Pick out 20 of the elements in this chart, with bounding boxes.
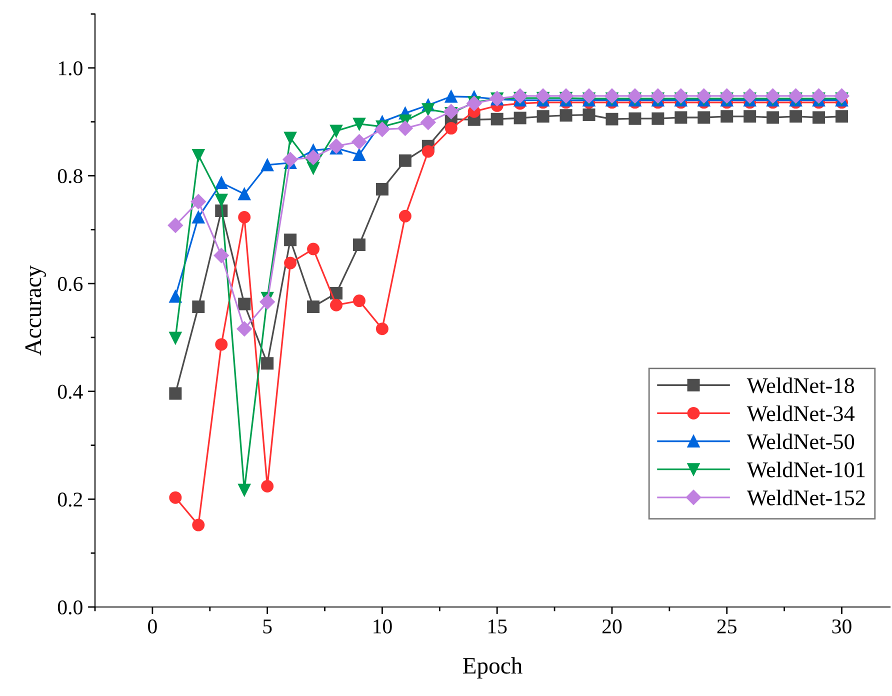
x-tick-label: 25 (717, 619, 736, 634)
y-tick-label: 0.2 (58, 492, 82, 507)
legend-label: WeldNet-152 (746, 490, 865, 506)
y-tick-label: 0.8 (58, 169, 82, 184)
y-tick-label: 0.6 (58, 276, 83, 292)
x-tick-label: 30 (832, 619, 852, 634)
x-tick-label: 20 (602, 619, 622, 634)
legend-label: WeldNet-18 (746, 377, 854, 394)
x-tick-label: 10 (374, 619, 392, 634)
y-tick-label: 1.0 (58, 61, 82, 76)
y-tick-label: 0.0 (58, 600, 82, 615)
x-axis-title: Epoch (463, 657, 522, 679)
legend-label: WeldNet-34 (746, 406, 855, 422)
x-tick-label: 5 (263, 620, 272, 634)
legend-label: WeldNet-50 (746, 434, 854, 450)
x-tick-label: 0 (148, 619, 157, 634)
legend-label: WeldNet-101 (746, 462, 865, 478)
x-tick-label: 15 (488, 620, 507, 634)
y-axis-title: Accuracy (25, 265, 46, 356)
y-tick-label: 0.4 (58, 384, 83, 399)
